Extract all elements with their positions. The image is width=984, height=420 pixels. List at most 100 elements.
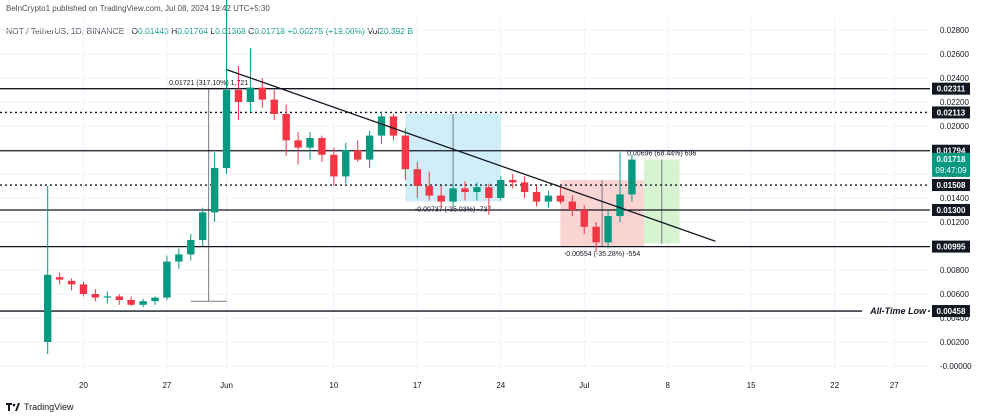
- level-badge: [932, 305, 970, 318]
- level-badge: [932, 106, 970, 119]
- price-tick-label: 0.01200: [940, 218, 969, 227]
- price-tick-label: 0.02400: [940, 74, 969, 83]
- price-tick-label: 0.01400: [940, 194, 969, 203]
- open-value: 0.01443: [137, 26, 169, 36]
- level-badge: [932, 82, 970, 95]
- high-label: H: [171, 26, 178, 36]
- candles: [43, 0, 636, 354]
- measurement-label: 0.01721 (317.10%) 1,721: [169, 80, 248, 87]
- candle-body: [187, 240, 195, 255]
- low-label: L: [210, 26, 216, 36]
- level-label: 0.01300: [937, 206, 966, 215]
- time-tick-label: 27: [162, 381, 171, 390]
- time-tick-label: 20: [79, 381, 88, 390]
- candle-body: [353, 150, 362, 160]
- candle-body: [365, 135, 374, 160]
- countdown-label: 09:47:09: [935, 166, 967, 175]
- candle-body: [520, 182, 529, 192]
- time-tick-label: 15: [747, 381, 756, 390]
- candle-body: [43, 274, 52, 342]
- price-tick-label: 0.00200: [940, 338, 969, 347]
- candle-body: [306, 138, 314, 148]
- candle-body: [497, 180, 505, 198]
- candle-body: [604, 216, 612, 243]
- time-tick-label: Jul: [579, 381, 589, 390]
- candle-body: [258, 87, 267, 100]
- candle-body: [234, 90, 243, 102]
- candle-body: [294, 140, 302, 148]
- candle-body: [210, 168, 219, 213]
- candle-body: [532, 192, 541, 202]
- level-label: 0.01794: [937, 147, 966, 156]
- measurement-label: 0.00696 (68.44%) 696: [627, 151, 696, 158]
- price-tick-label: 0.00400: [940, 314, 969, 323]
- level-label: 0.02113: [937, 108, 966, 117]
- tradingview-logo-icon: [6, 403, 20, 411]
- time-tick-label: 8: [665, 381, 670, 390]
- candle-body: [151, 297, 159, 302]
- level-badge: [932, 240, 970, 253]
- level-label: 0.02311: [937, 85, 966, 94]
- trendline: [226, 68, 716, 242]
- candle-body: [437, 195, 445, 202]
- horizontal-levels: [0, 88, 930, 312]
- time-tick-label: 22: [830, 381, 839, 390]
- close-label: C: [248, 26, 255, 36]
- candle-body: [401, 135, 410, 170]
- candle-body: [485, 187, 493, 198]
- level-badge: [932, 179, 970, 192]
- price-tick-label: 0.02200: [940, 98, 969, 107]
- candle-body: [508, 180, 517, 183]
- high-value: 0.01764: [177, 26, 208, 36]
- candle-body: [222, 90, 231, 168]
- tradingview-footer[interactable]: TradingView: [6, 402, 74, 412]
- candle-body: [103, 296, 112, 298]
- annotation-bg: [862, 304, 928, 318]
- price-axis: 0.028000.026000.024000.022000.020000.018…: [932, 26, 972, 371]
- candle-body: [198, 212, 207, 240]
- symbol-label[interactable]: NOT / TetherUS, 1D, BINANCE: [6, 26, 125, 36]
- candle-body: [616, 194, 624, 216]
- volume-label: Vol: [367, 26, 380, 36]
- candle-body: [246, 87, 255, 102]
- price-tick-label: 0.02800: [940, 26, 969, 35]
- candle-body: [592, 226, 600, 243]
- publisher-line: BelnCrypto1 published on TradingView.com…: [6, 4, 270, 13]
- candle-body: [342, 150, 350, 177]
- volume-value: 20.392 B: [379, 26, 414, 36]
- low-value: 0.01368: [215, 26, 246, 36]
- time-tick-label: 24: [496, 381, 505, 390]
- level-label: 0.00458: [937, 307, 966, 316]
- price-tick-label: -0.00000: [940, 362, 972, 371]
- candle-body: [413, 169, 422, 186]
- candle-body: [91, 294, 100, 298]
- price-tick-label: 0.02600: [940, 50, 969, 59]
- level-label: 0.00995: [937, 243, 966, 252]
- candle-body: [318, 138, 326, 155]
- candle-body: [115, 296, 123, 300]
- price-tick-label: 0.02000: [940, 122, 969, 131]
- price-tick-label: 0.00800: [940, 266, 969, 275]
- candle-body: [67, 280, 76, 285]
- candle-body: [461, 188, 469, 192]
- current-price-badge: [932, 152, 970, 177]
- candle-body: [473, 187, 481, 192]
- candle-body: [175, 254, 183, 262]
- close-value: 0.01718: [254, 26, 286, 36]
- level-badge: [932, 204, 970, 216]
- price-tick-label: 0.00600: [940, 290, 969, 299]
- tradingview-brand: TradingView: [24, 402, 74, 412]
- open-label: O: [131, 26, 138, 36]
- time-tick-label: 17: [413, 381, 422, 390]
- candle-body: [556, 195, 565, 202]
- change-value: +0.00275 (+19.06%): [287, 26, 365, 36]
- candle-body: [270, 99, 278, 114]
- candle-body: [580, 210, 588, 227]
- candle-body: [449, 188, 457, 202]
- candle-body: [628, 159, 636, 195]
- measurement-label: -0.00554 (-35.28%) -554: [564, 251, 640, 258]
- candle-body: [55, 277, 64, 280]
- annotations: All-Time Low: [862, 304, 928, 318]
